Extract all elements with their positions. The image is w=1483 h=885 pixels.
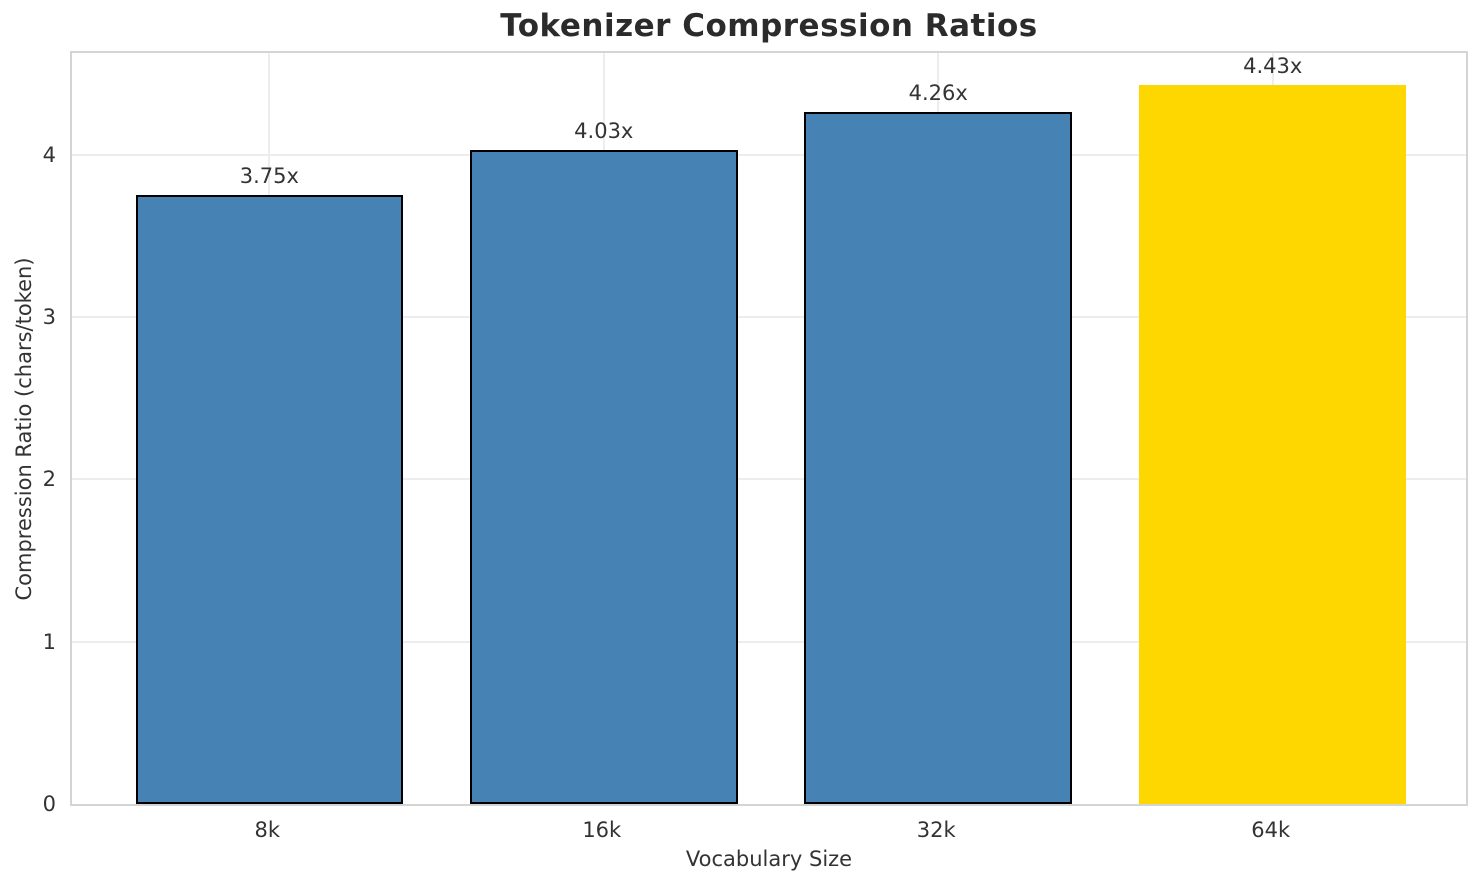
bar-64k [1138,84,1407,804]
bar-value-label: 4.26x [908,81,968,106]
y-gridline [72,315,1466,318]
y-tick-label: 2 [42,467,56,492]
chart-title: Tokenizer Compression Ratios [500,8,1038,44]
y-gridline [72,478,1466,481]
bar-16k [469,149,738,804]
x-tick-label: 16k [582,818,622,842]
y-tick-label: 3 [42,304,56,329]
x-axis-label: Vocabulary Size [685,847,853,871]
bar-value-label: 3.75x [239,164,299,189]
bar-32k [804,112,1072,804]
y-tick-label: 0 [42,792,56,816]
plot-area: 3.75x 4.03x 4.26x 4.43x [70,51,1468,806]
x-tick-label: 64k [1251,818,1291,842]
bar-value-label: 4.43x [1243,53,1303,78]
bar-8k [135,195,404,804]
y-tick-label: 1 [42,629,56,654]
x-tick-label: 32k [916,818,956,842]
bar-value-label: 4.03x [574,118,634,143]
y-gridline [72,153,1466,156]
y-gridline [72,640,1466,643]
x-tick-label: 8k [254,818,281,842]
y-tick-label: 4 [42,142,56,167]
